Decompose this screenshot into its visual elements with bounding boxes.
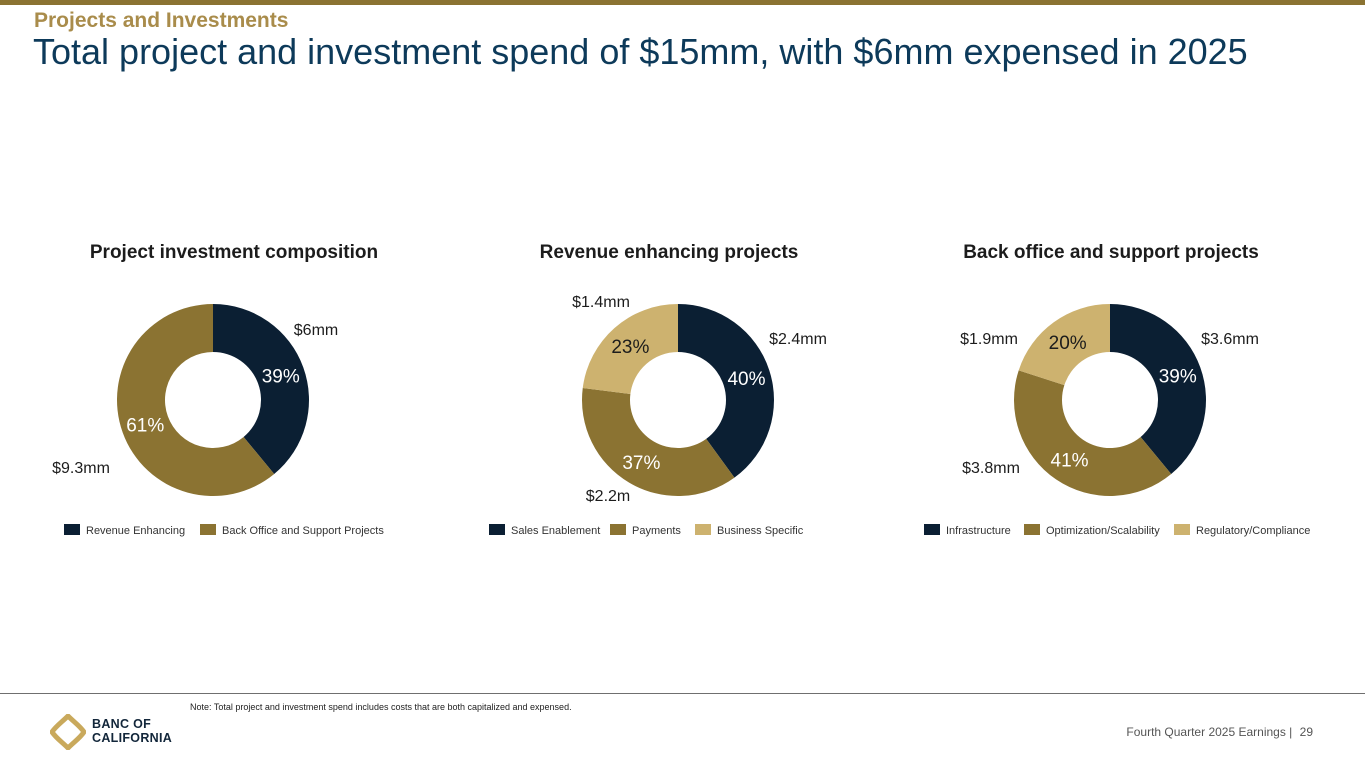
donut-slice: [1014, 370, 1172, 496]
logo-line-2: CALIFORNIA: [92, 731, 173, 745]
donut-chart-svg: 40% 37% 23% $2.4mm $2.2m $1.4mm Sales Enableme…: [489, 294, 827, 537]
chart-title: Back office and support projects: [963, 242, 1259, 263]
chart-revenue-enhancing-projects: Revenue enhancing projects 40% 37% 23% $2.4…: [454, 240, 884, 550]
legend-label: Infrastructure: [946, 525, 1011, 537]
legend-swatch: [489, 524, 505, 535]
percent-label: 37%: [622, 453, 660, 474]
percent-label: 39%: [1159, 367, 1197, 388]
legend-swatch: [924, 524, 940, 535]
percent-label: 39%: [262, 367, 300, 388]
amount-label: $3.6mm: [1201, 331, 1259, 348]
legend-swatch: [1174, 524, 1190, 535]
chart-title: Revenue enhancing projects: [539, 242, 799, 263]
footer-divider: [0, 693, 1365, 694]
chart-title: Project investment composition: [89, 242, 379, 263]
amount-label: $2.2m: [586, 488, 630, 505]
legend-label: Payments: [632, 525, 681, 537]
footnote: Note: Total project and investment spend…: [190, 702, 572, 712]
donut-slice: [582, 387, 735, 497]
amount-label: $2.4mm: [769, 331, 827, 348]
amount-label: $9.3mm: [52, 460, 110, 477]
report-name: Fourth Quarter 2025 Earnings: [1126, 725, 1286, 739]
percent-label: 61%: [126, 415, 164, 436]
section-label: Projects and Investments: [34, 9, 289, 32]
donut-chart-svg: 39% 41% 20% $3.6mm $3.8mm $1.9mm Infrastructur…: [924, 304, 1310, 537]
legend-swatch: [200, 524, 216, 535]
chart-back-office-support-projects: Back office and support projects 39% 41% 2…: [896, 240, 1326, 550]
donut-slice: [117, 304, 275, 496]
legend-label: Sales Enablement: [511, 525, 600, 537]
amount-label: $3.8mm: [962, 460, 1020, 477]
percent-label: 41%: [1051, 451, 1089, 472]
page-number: 29: [1299, 725, 1313, 739]
legend-label: Back Office and Support Projects: [222, 525, 384, 537]
donut-slice: [213, 304, 310, 474]
footer-page-info: Fourth Quarter 2025 Earnings | 29: [1126, 725, 1313, 739]
amount-label: $1.9mm: [960, 331, 1018, 348]
chart-project-investment-composition: Project investment composition 39% 61% $6m…: [19, 240, 449, 550]
donut-slice: [582, 304, 678, 394]
company-logo: BANC OF CALIFORNIA: [50, 712, 190, 752]
top-accent-rule: [0, 0, 1365, 5]
logo-line-1: BANC OF: [92, 717, 152, 731]
amount-label: $6mm: [294, 322, 338, 339]
amount-label: $1.4mm: [572, 294, 630, 311]
legend-label: Optimization/Scalability: [1046, 525, 1160, 537]
percent-label: 20%: [1049, 333, 1087, 354]
legend-swatch: [695, 524, 711, 535]
donut-slice: [1018, 304, 1110, 386]
slide-title: Total project and investment spend of $1…: [33, 31, 1248, 72]
footer-separator: |: [1289, 725, 1293, 739]
donut-slice: [678, 304, 774, 478]
donut-chart-svg: 39% 61% $6mm $9.3mm Revenue Enhancing Back Of…: [52, 304, 384, 537]
legend-label: Business Specific: [717, 525, 804, 537]
logo-wordmark: BANC OF CALIFORNIA: [92, 717, 172, 745]
legend-label: Regulatory/Compliance: [1196, 525, 1310, 537]
percent-label: 23%: [611, 337, 649, 358]
donut-slice: [1110, 304, 1206, 474]
legend-swatch: [610, 524, 626, 535]
legend-swatch: [64, 524, 80, 535]
legend-label: Revenue Enhancing: [86, 525, 185, 537]
legend-swatch: [1024, 524, 1040, 535]
logo-mark-icon: [50, 714, 86, 750]
percent-label: 40%: [727, 369, 765, 390]
